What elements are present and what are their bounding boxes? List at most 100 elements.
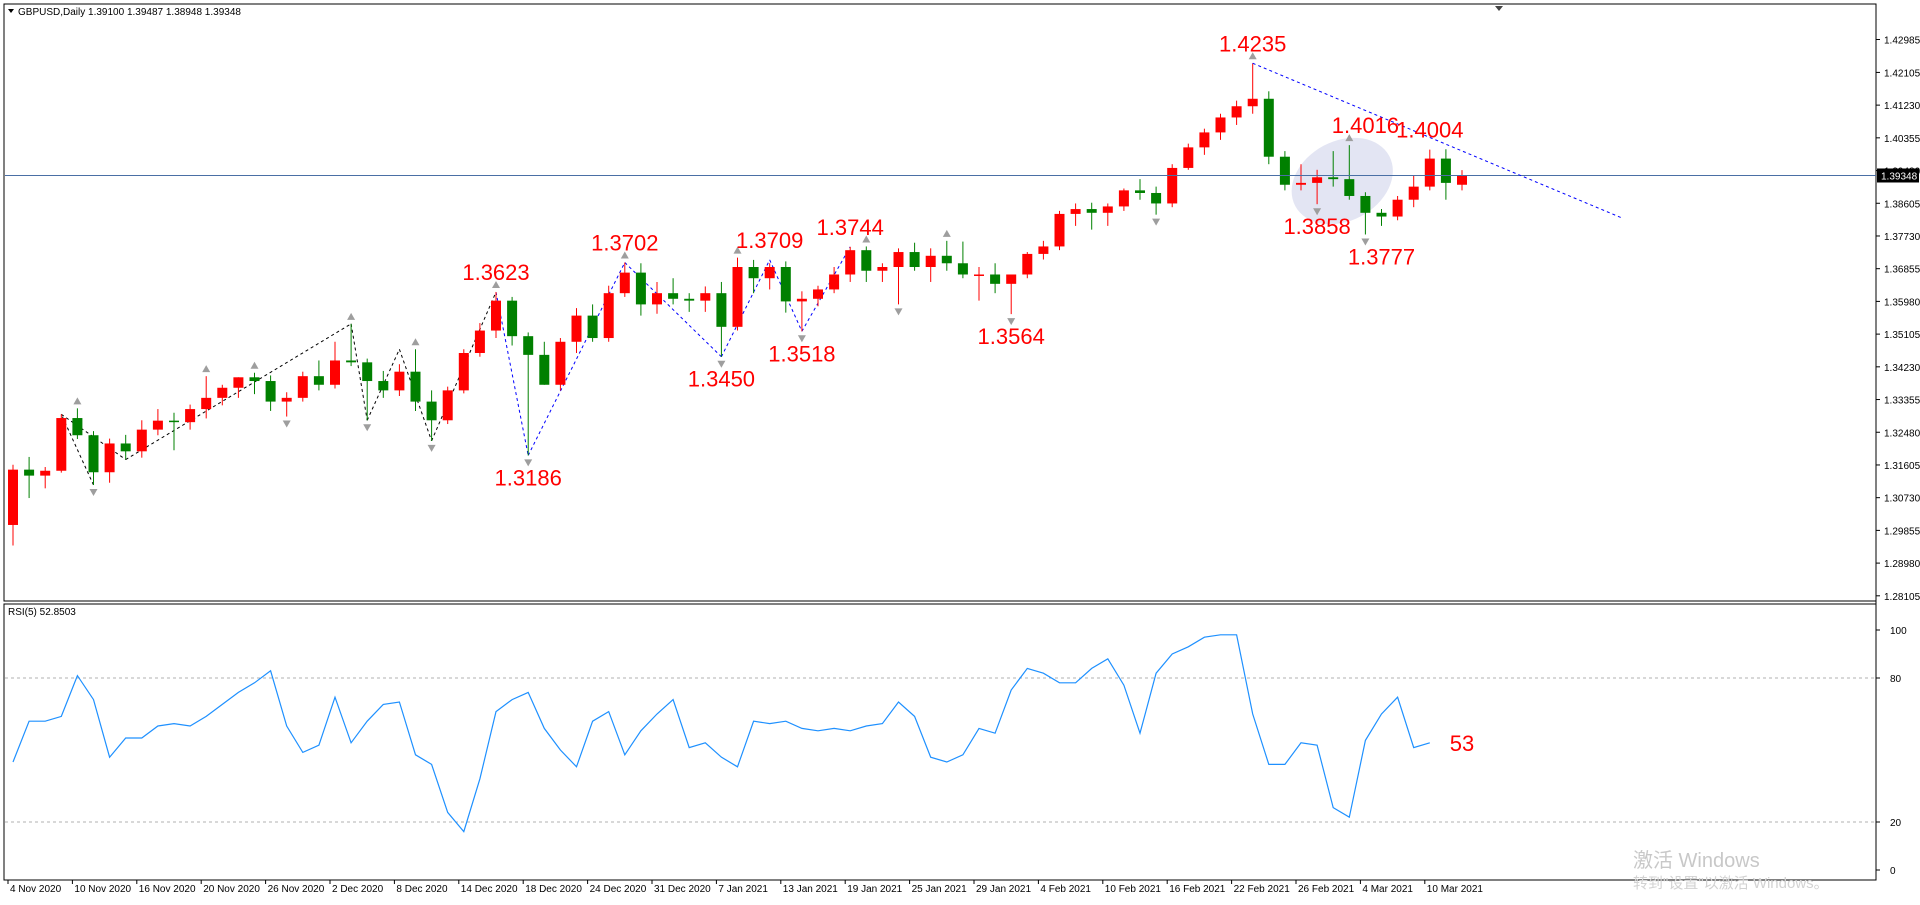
candle-body	[88, 435, 99, 473]
candle-body	[426, 401, 437, 421]
candle-body	[539, 354, 550, 385]
candle-body	[1118, 190, 1129, 207]
candle	[1102, 203, 1113, 226]
candle-body	[925, 255, 936, 268]
candle-body	[619, 272, 630, 294]
candle	[893, 248, 904, 305]
candle	[748, 259, 759, 294]
price-tick-label: 1.38605	[1884, 199, 1920, 210]
candle-body	[1022, 253, 1033, 275]
candle	[941, 240, 952, 271]
candle-body	[1279, 156, 1290, 185]
candle-body	[265, 381, 276, 402]
candle	[813, 285, 823, 307]
time-tick-label: 16 Nov 2020	[139, 884, 196, 895]
fractal-layer	[73, 52, 1370, 496]
time-tick-label: 10 Mar 2021	[1427, 884, 1484, 895]
candle-body	[378, 381, 389, 391]
candle	[716, 281, 727, 357]
candle-body	[716, 293, 727, 327]
candle-body	[1312, 177, 1323, 183]
price-annotation: 1.3702	[591, 231, 658, 256]
candle-body	[1070, 209, 1081, 214]
candle-body	[1424, 158, 1435, 187]
price-annotation: 1.3709	[736, 228, 803, 253]
candle-body	[1215, 117, 1226, 133]
candle	[861, 246, 872, 282]
zigzag-segment	[350, 323, 368, 421]
candle	[1022, 252, 1033, 279]
candle-body	[1038, 246, 1049, 254]
zigzag-segment	[720, 259, 771, 357]
candle	[136, 420, 147, 458]
symbol-header: GBPUSD,Daily 1.39100 1.39487 1.38948 1.3…	[18, 7, 241, 18]
candle-body	[1376, 212, 1387, 217]
candle	[297, 371, 308, 402]
candle	[217, 384, 228, 406]
time-tick-label: 18 Dec 2020	[525, 884, 582, 895]
fractal-down-icon	[1152, 218, 1161, 226]
current-price-label: 1.39348	[1881, 171, 1918, 182]
candles-layer	[8, 63, 1467, 546]
price-tick-label: 1.34230	[1884, 363, 1920, 374]
fractal-up-icon	[620, 251, 629, 259]
candle	[764, 263, 775, 290]
candle	[652, 281, 662, 314]
candle-body	[1247, 98, 1258, 107]
candle	[1086, 202, 1097, 230]
candle-body	[1006, 274, 1017, 284]
fractal-down-icon	[1007, 318, 1016, 326]
price-annotation: 1.3518	[768, 341, 835, 366]
current-price-line-layer: 1.39348	[5, 168, 1919, 183]
candle-body	[555, 341, 566, 385]
candle	[957, 241, 968, 279]
candle	[458, 349, 469, 394]
time-tick-label: 25 Jan 2021	[912, 884, 967, 895]
candle-body	[458, 352, 469, 391]
candle	[1296, 164, 1306, 191]
candle-body	[780, 267, 791, 302]
trendline[interactable]	[1252, 62, 1624, 219]
candle	[185, 404, 196, 430]
candle	[635, 263, 646, 316]
candle	[619, 262, 630, 297]
time-tick-label: 13 Jan 2021	[783, 884, 838, 895]
candle	[796, 291, 807, 332]
candle-body	[635, 272, 646, 305]
candle-body	[313, 376, 324, 385]
zigzag-layer	[60, 246, 851, 486]
candle-body	[201, 397, 212, 410]
price-annotation: 1.4016	[1332, 113, 1399, 138]
candle-body	[1183, 147, 1194, 168]
price-tick-label: 1.36855	[1884, 265, 1920, 276]
price-tick-label: 1.30730	[1884, 494, 1920, 505]
candle	[1279, 151, 1290, 191]
candle-body	[297, 376, 308, 398]
candle-body	[684, 298, 695, 301]
candle-body	[1440, 158, 1451, 183]
fractal-down-icon	[717, 360, 726, 368]
time-tick-label: 10 Nov 2020	[74, 884, 131, 895]
time-tick-label: 2 Dec 2020	[332, 884, 384, 895]
candle	[668, 278, 679, 305]
candle	[8, 464, 18, 546]
candle-body	[652, 293, 662, 305]
candle-body	[120, 443, 131, 452]
candle-body	[474, 330, 485, 353]
candle-body	[732, 267, 743, 327]
time-tick-label: 22 Feb 2021	[1234, 884, 1291, 895]
candle-body	[1167, 167, 1178, 204]
candle-body	[152, 420, 163, 430]
triangle-down-icon[interactable]	[8, 9, 14, 13]
candle-body	[1231, 106, 1242, 118]
chart-shift-marker-icon[interactable]	[1495, 6, 1503, 11]
fractal-down-icon	[427, 444, 436, 452]
price-annotation: 1.3564	[978, 324, 1045, 349]
candle	[507, 296, 518, 346]
candle	[1167, 164, 1178, 208]
current-price-tag	[1877, 168, 1919, 183]
candle	[281, 392, 292, 417]
rsi-last-label: 53	[1450, 731, 1474, 756]
candle	[442, 386, 453, 425]
